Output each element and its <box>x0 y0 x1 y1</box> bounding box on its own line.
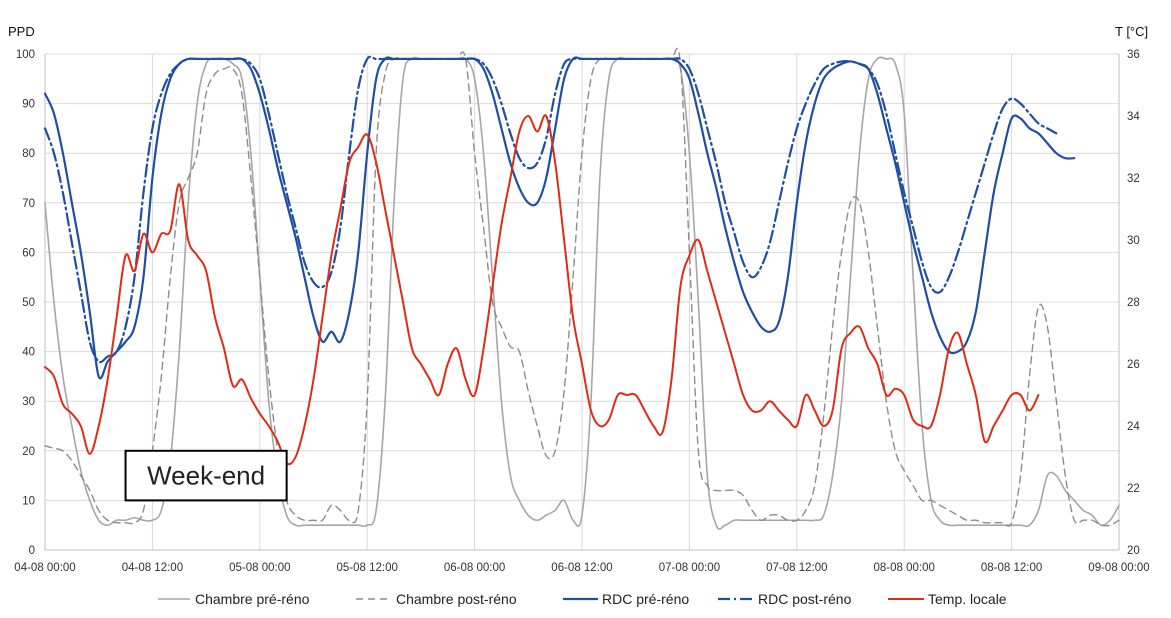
y-left-tick-label: 10 <box>22 495 35 507</box>
x-tick-label: 04-08 12:00 <box>122 562 183 574</box>
series-chambre-post-reno <box>44 47 1120 527</box>
x-tick-label: 08-08 12:00 <box>981 562 1042 574</box>
y-left-tick-label: 80 <box>22 148 35 160</box>
y-right-tick-label: 34 <box>1127 111 1140 123</box>
axes: 0 10 20 30 40 50 60 70 80 90 100 20 22 24 26 28 30 32 34 36… <box>14 49 1149 574</box>
y-right-tick-label: 20 <box>1127 545 1140 557</box>
y-left-tick-label: 20 <box>22 446 35 458</box>
y-left-tick-label: 100 <box>16 49 35 61</box>
week-end-annotation: Week-end <box>124 449 288 502</box>
legend-label-rdc-post-reno: RDC post-réno <box>758 591 852 607</box>
y-right-tick-label: 22 <box>1127 483 1140 495</box>
y-left-axis-title: PPD <box>8 24 35 39</box>
y-left-tick-label: 90 <box>22 99 35 111</box>
week-end-label: Week-end <box>147 461 265 491</box>
legend-label-rdc-pre-reno: RDC pré-réno <box>602 591 689 607</box>
x-tick-label: 09-08 00:00 <box>1088 562 1149 574</box>
y-left-tick-label: 0 <box>29 545 35 557</box>
x-tick-label: 04-08 00:00 <box>14 562 75 574</box>
legend-item-temp-locale: Temp. locale <box>888 591 1007 607</box>
y-left-tick-label: 60 <box>22 247 35 259</box>
legend-label-chambre-pre-reno: Chambre pré-réno <box>195 591 310 607</box>
y-right-tick-label: 30 <box>1127 235 1140 247</box>
legend-item-chambre-pre-reno: Chambre pré-réno <box>158 591 310 607</box>
week-end-box <box>124 449 288 502</box>
x-tick-label: 06-08 00:00 <box>444 562 505 574</box>
y-right-tick-label: 36 <box>1127 49 1140 61</box>
x-tick-label: 06-08 12:00 <box>551 562 612 574</box>
series-temp-locale <box>44 114 1040 466</box>
y-right-tick-label: 28 <box>1127 297 1140 309</box>
series-rdc-pre-reno <box>43 56 1076 380</box>
x-tick-label: 08-08 00:00 <box>874 562 935 574</box>
x-tick-label: 07-08 12:00 <box>766 562 827 574</box>
legend-item-rdc-post-reno: RDC post-réno <box>718 591 852 607</box>
legend-label-temp-locale: Temp. locale <box>928 591 1007 607</box>
series-lines <box>43 47 1120 530</box>
y-right-axis-title: T [°C] <box>1115 24 1148 39</box>
x-tick-label: 07-08 00:00 <box>659 562 720 574</box>
y-right-tick-label: 26 <box>1127 359 1140 371</box>
x-tick-label: 05-08 12:00 <box>337 562 398 574</box>
legend: Chambre pré-réno Chambre post-réno RDC p… <box>158 591 1007 607</box>
series-rdc-post-reno <box>43 55 1058 364</box>
legend-item-chambre-post-reno: Chambre post-réno <box>356 591 517 607</box>
legend-item-rdc-pre-reno: RDC pré-réno <box>563 591 689 607</box>
y-right-tick-label: 24 <box>1127 421 1140 433</box>
y-left-tick-label: 70 <box>22 198 35 210</box>
legend-label-chambre-post-reno: Chambre post-réno <box>396 591 517 607</box>
y-right-tick-label: 32 <box>1127 173 1140 185</box>
x-tick-label: 05-08 00:00 <box>229 562 290 574</box>
y-left-tick-label: 40 <box>22 347 35 359</box>
y-left-tick-label: 30 <box>22 396 35 408</box>
y-left-tick-label: 50 <box>22 297 35 309</box>
